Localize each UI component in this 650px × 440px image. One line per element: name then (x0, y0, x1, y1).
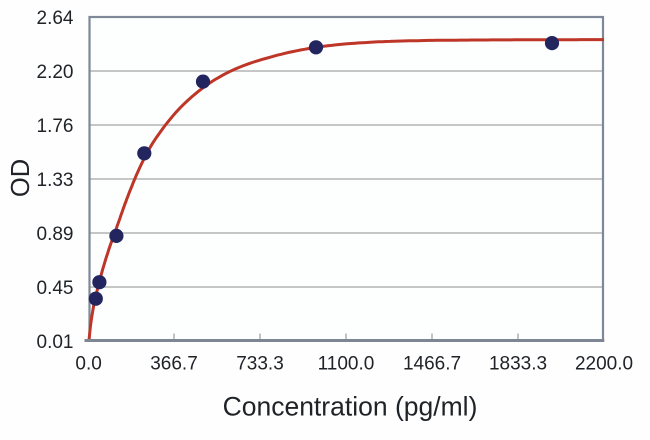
svg-text:2.20: 2.20 (37, 62, 74, 83)
svg-text:0.89: 0.89 (37, 224, 74, 245)
svg-text:1.33: 1.33 (37, 170, 74, 191)
svg-text:OD: OD (7, 159, 35, 197)
svg-text:Concentration (pg/ml): Concentration (pg/ml) (223, 392, 478, 422)
svg-text:0.01: 0.01 (37, 332, 74, 353)
svg-text:0.45: 0.45 (37, 278, 74, 299)
svg-text:366.7: 366.7 (150, 354, 198, 375)
svg-text:2200.0: 2200.0 (575, 354, 633, 375)
svg-text:1.76: 1.76 (37, 116, 74, 137)
svg-text:1466.7: 1466.7 (403, 354, 461, 375)
svg-text:0.0: 0.0 (75, 354, 101, 375)
svg-text:733.3: 733.3 (236, 354, 284, 375)
svg-text:2.64: 2.64 (37, 8, 74, 29)
svg-text:1833.3: 1833.3 (489, 354, 547, 375)
svg-text:1100.0: 1100.0 (318, 354, 375, 375)
